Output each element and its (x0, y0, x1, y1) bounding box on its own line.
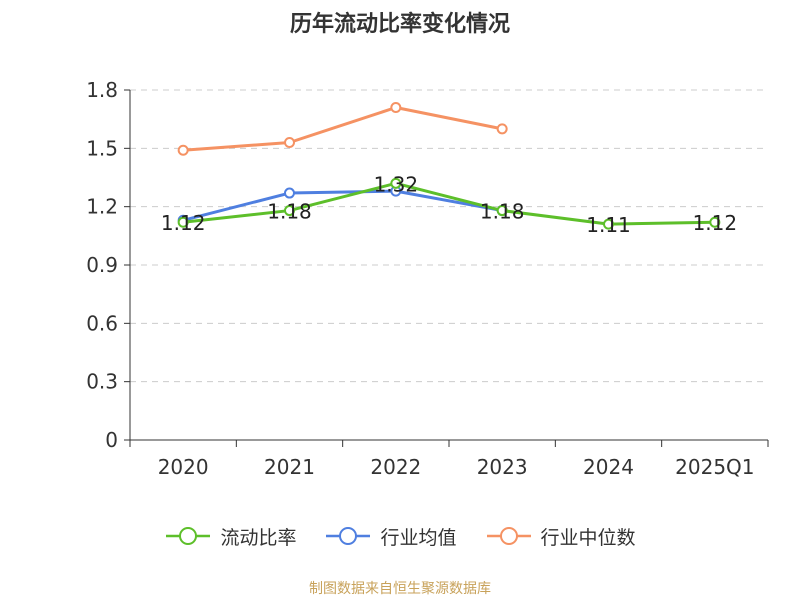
legend-line-marker-icon (166, 527, 211, 545)
data-label: 1.18 (480, 200, 525, 224)
series-line (183, 181, 715, 226)
data-label: 1.12 (161, 211, 206, 235)
legend-label: 行业均值 (380, 526, 457, 549)
y-tick-label: 0.6 (86, 311, 118, 335)
y-tick-label: 0.3 (86, 370, 118, 394)
y-tick-label: 1.2 (86, 195, 118, 219)
legend-label: 行业中位数 (540, 526, 636, 549)
data-point (496, 205, 508, 217)
y-tick-label: 0.9 (86, 253, 118, 277)
data-label: 1.11 (586, 213, 631, 237)
chart-title: 历年流动比率变化情况 (289, 12, 510, 37)
data-point (496, 123, 508, 135)
data-point (177, 144, 189, 156)
y-tick-label: 1.5 (86, 136, 118, 160)
x-tick-label: 2025Q1 (675, 455, 754, 479)
data-label: 1.12 (693, 211, 738, 235)
x-tick-label: 2020 (158, 455, 209, 479)
y-tick-label: 0 (105, 428, 118, 452)
x-tick-label: 2023 (477, 455, 528, 479)
data-point (709, 216, 721, 228)
data-point (284, 205, 295, 217)
chart-legend: 流动比率 行业均值 行业中位数 (0, 518, 800, 554)
legend-line-marker-icon (326, 527, 371, 545)
series-line (182, 189, 503, 222)
legend-item-current-ratio[interactable]: 流动比率 (164, 523, 296, 550)
x-tick-label: 2024 (583, 455, 634, 479)
legend-label: 流动比率 (220, 526, 297, 549)
data-point (390, 177, 402, 189)
legend-item-industry-median[interactable]: 行业中位数 (485, 523, 636, 550)
data-point (390, 102, 402, 113)
data-source-note: 制图数据来自恒生聚源数据库 (309, 581, 491, 597)
data-label: 1.32 (374, 172, 419, 196)
x-tick-label: 2022 (370, 455, 421, 479)
data-point (284, 187, 295, 199)
data-point (177, 216, 189, 228)
legend-line-marker-icon (486, 527, 531, 545)
legend-item-industry-avg[interactable]: 行业均值 (324, 523, 457, 550)
y-tick-label: 1.8 (86, 78, 118, 102)
data-point (603, 218, 614, 230)
data-label: 1.18 (267, 200, 312, 224)
series-line (183, 106, 503, 152)
data-point (284, 137, 295, 148)
x-tick-label: 2021 (264, 455, 315, 479)
